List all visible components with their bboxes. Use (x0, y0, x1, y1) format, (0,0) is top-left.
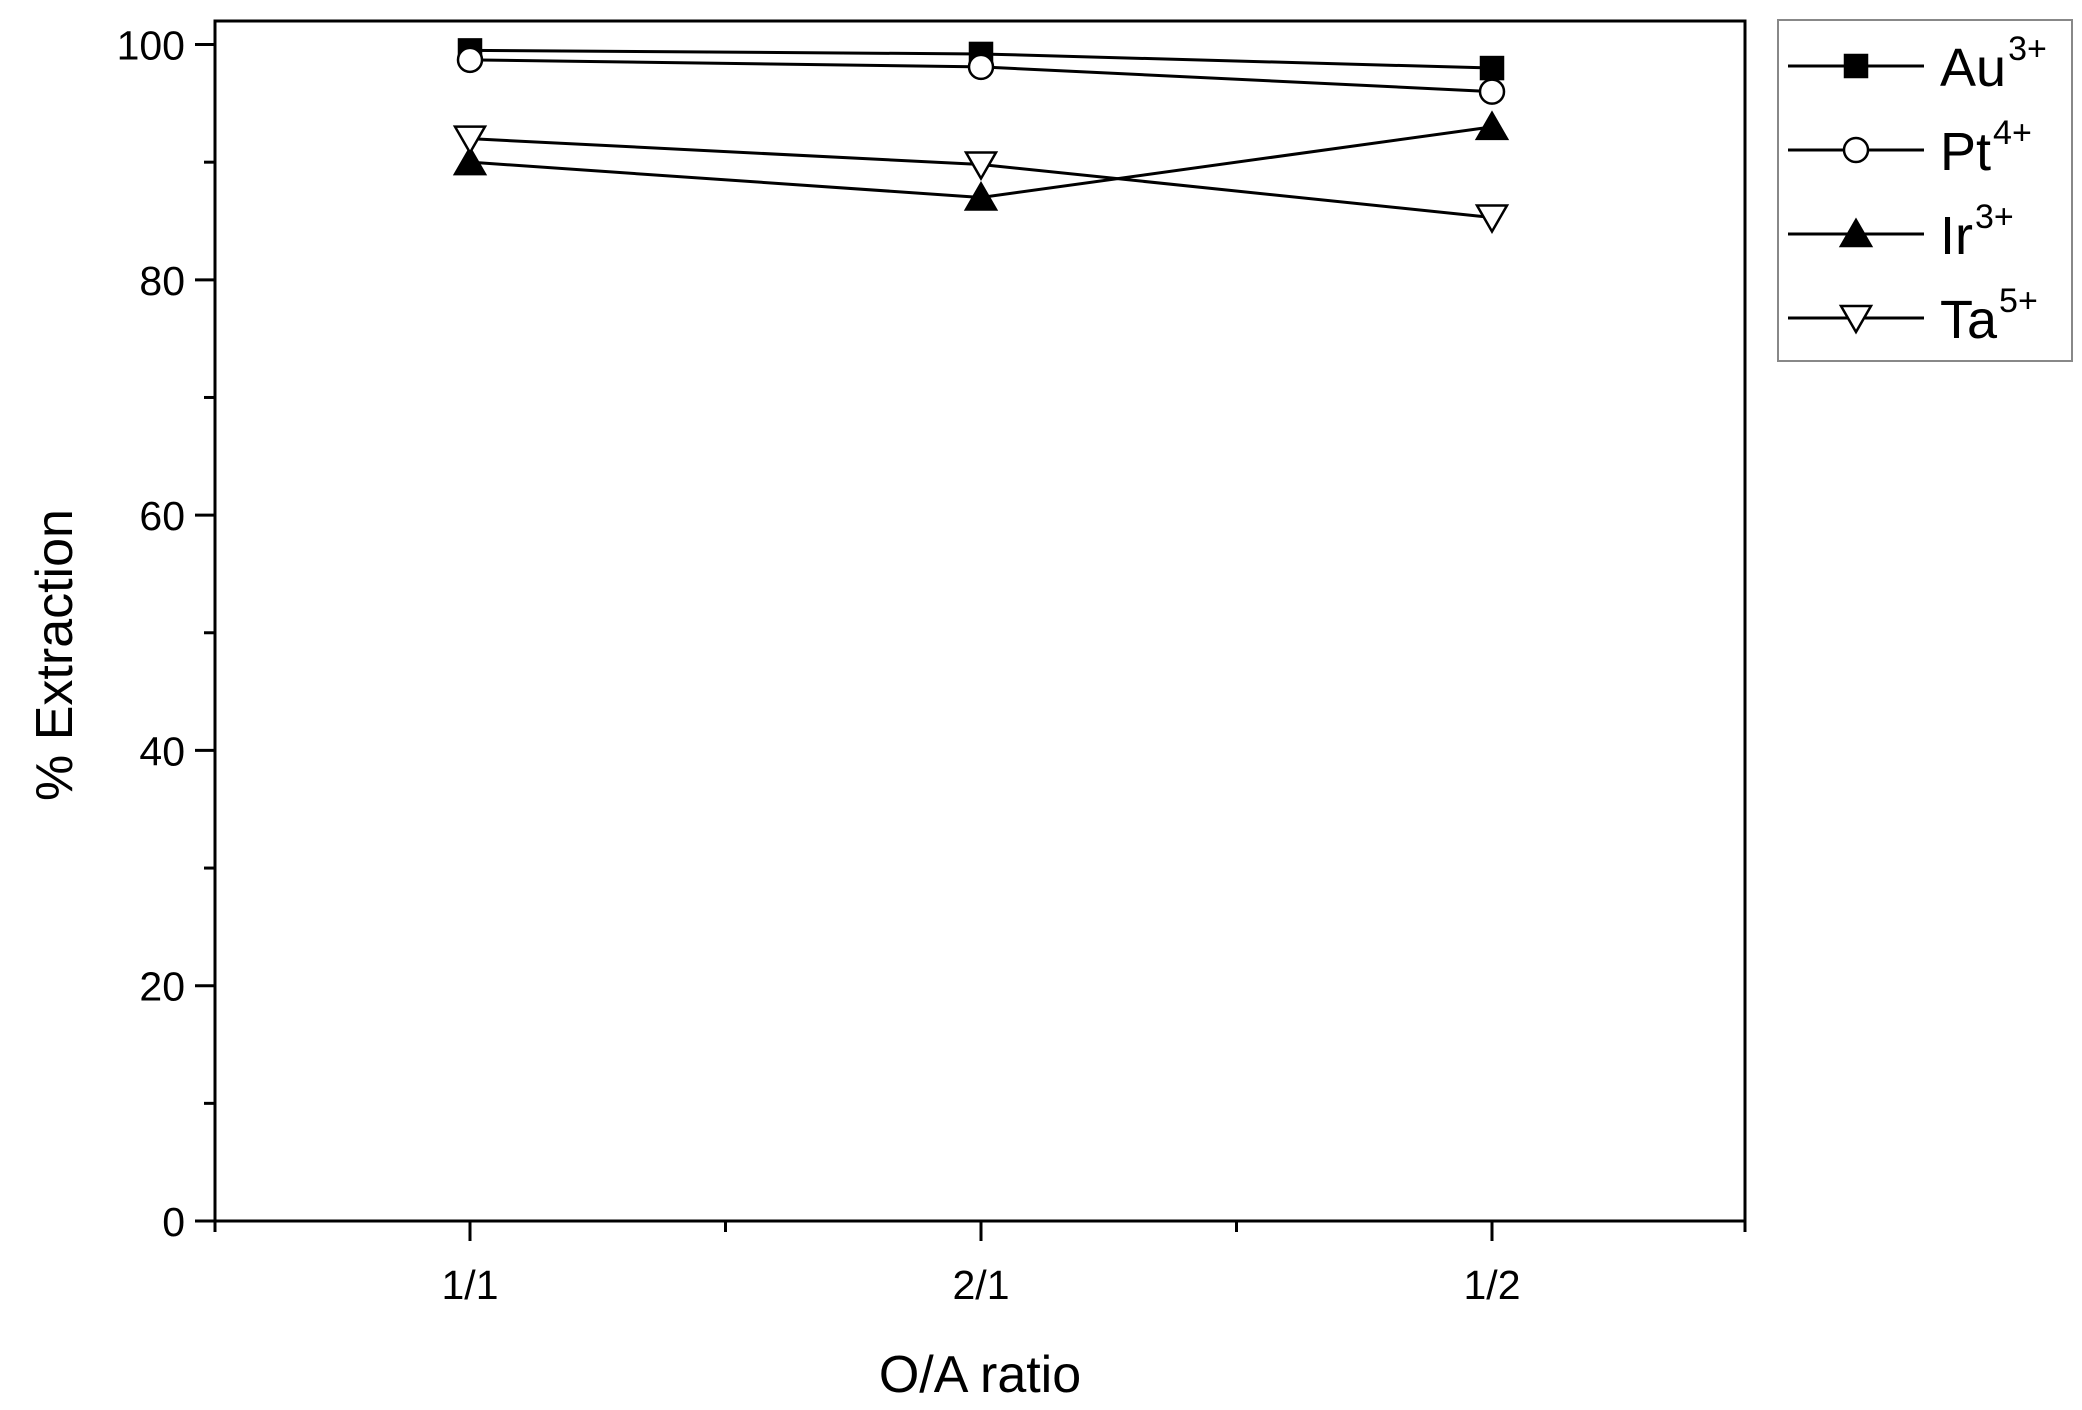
data-point (1478, 78, 1506, 105)
legend-item: Ir 3+ (1788, 198, 2014, 266)
series-layer (452, 38, 1510, 234)
data-point (1474, 204, 1510, 234)
legend-superscript: 5+ (1999, 282, 2038, 320)
legend-label: Au (1940, 38, 2006, 98)
series-2 (452, 110, 1510, 211)
x-tick-label: 1/1 (442, 1262, 499, 1308)
data-point (967, 53, 995, 81)
y-axis-title: % Extraction (26, 509, 84, 801)
series-1 (456, 46, 1506, 105)
y-tick-label: 80 (139, 258, 185, 304)
legend: Au 3+Pt 4+Ir 3+Ta 5+ (1777, 19, 2073, 362)
legend-box (1777, 19, 2073, 362)
y-tick-label: 60 (139, 493, 185, 539)
x-axis-title: O/A ratio (879, 1346, 1081, 1404)
legend-label: Pt (1940, 122, 1991, 182)
data-point (963, 151, 999, 182)
legend-superscript: 3+ (2008, 30, 2047, 68)
data-point (1474, 110, 1510, 141)
y-tick-label: 0 (162, 1199, 185, 1245)
legend-superscript: 4+ (1993, 114, 2032, 152)
legend-item: Ta 5+ (1788, 282, 2038, 350)
y-axis: 0 20 40 60 80 100 (117, 23, 215, 1245)
y-tick-label: 100 (117, 23, 185, 69)
legend-marker (1838, 304, 1874, 335)
legend-superscript: 3+ (1975, 198, 2014, 236)
legend-marker (1838, 217, 1874, 248)
series-3 (452, 125, 1510, 234)
legend-item: Au 3+ (1788, 30, 2047, 98)
data-point (452, 125, 488, 156)
data-point (452, 145, 488, 176)
data-point (456, 46, 484, 74)
legend-label: Ta (1940, 290, 1998, 350)
data-point (1479, 55, 1505, 81)
data-point (963, 180, 999, 211)
legend-marker (1842, 136, 1870, 164)
x-tick-label: 2/1 (953, 1262, 1010, 1308)
legend-item: Pt 4+ (1788, 114, 2032, 182)
legend-label: Ir (1940, 206, 1973, 266)
x-axis: 1/1 2/1 1/2 (213, 1221, 1747, 1308)
legend-marker (1843, 53, 1869, 79)
y-tick-label: 40 (139, 728, 185, 774)
y-tick-label: 20 (139, 964, 185, 1010)
x-tick-label: 1/2 (1464, 1262, 1521, 1308)
